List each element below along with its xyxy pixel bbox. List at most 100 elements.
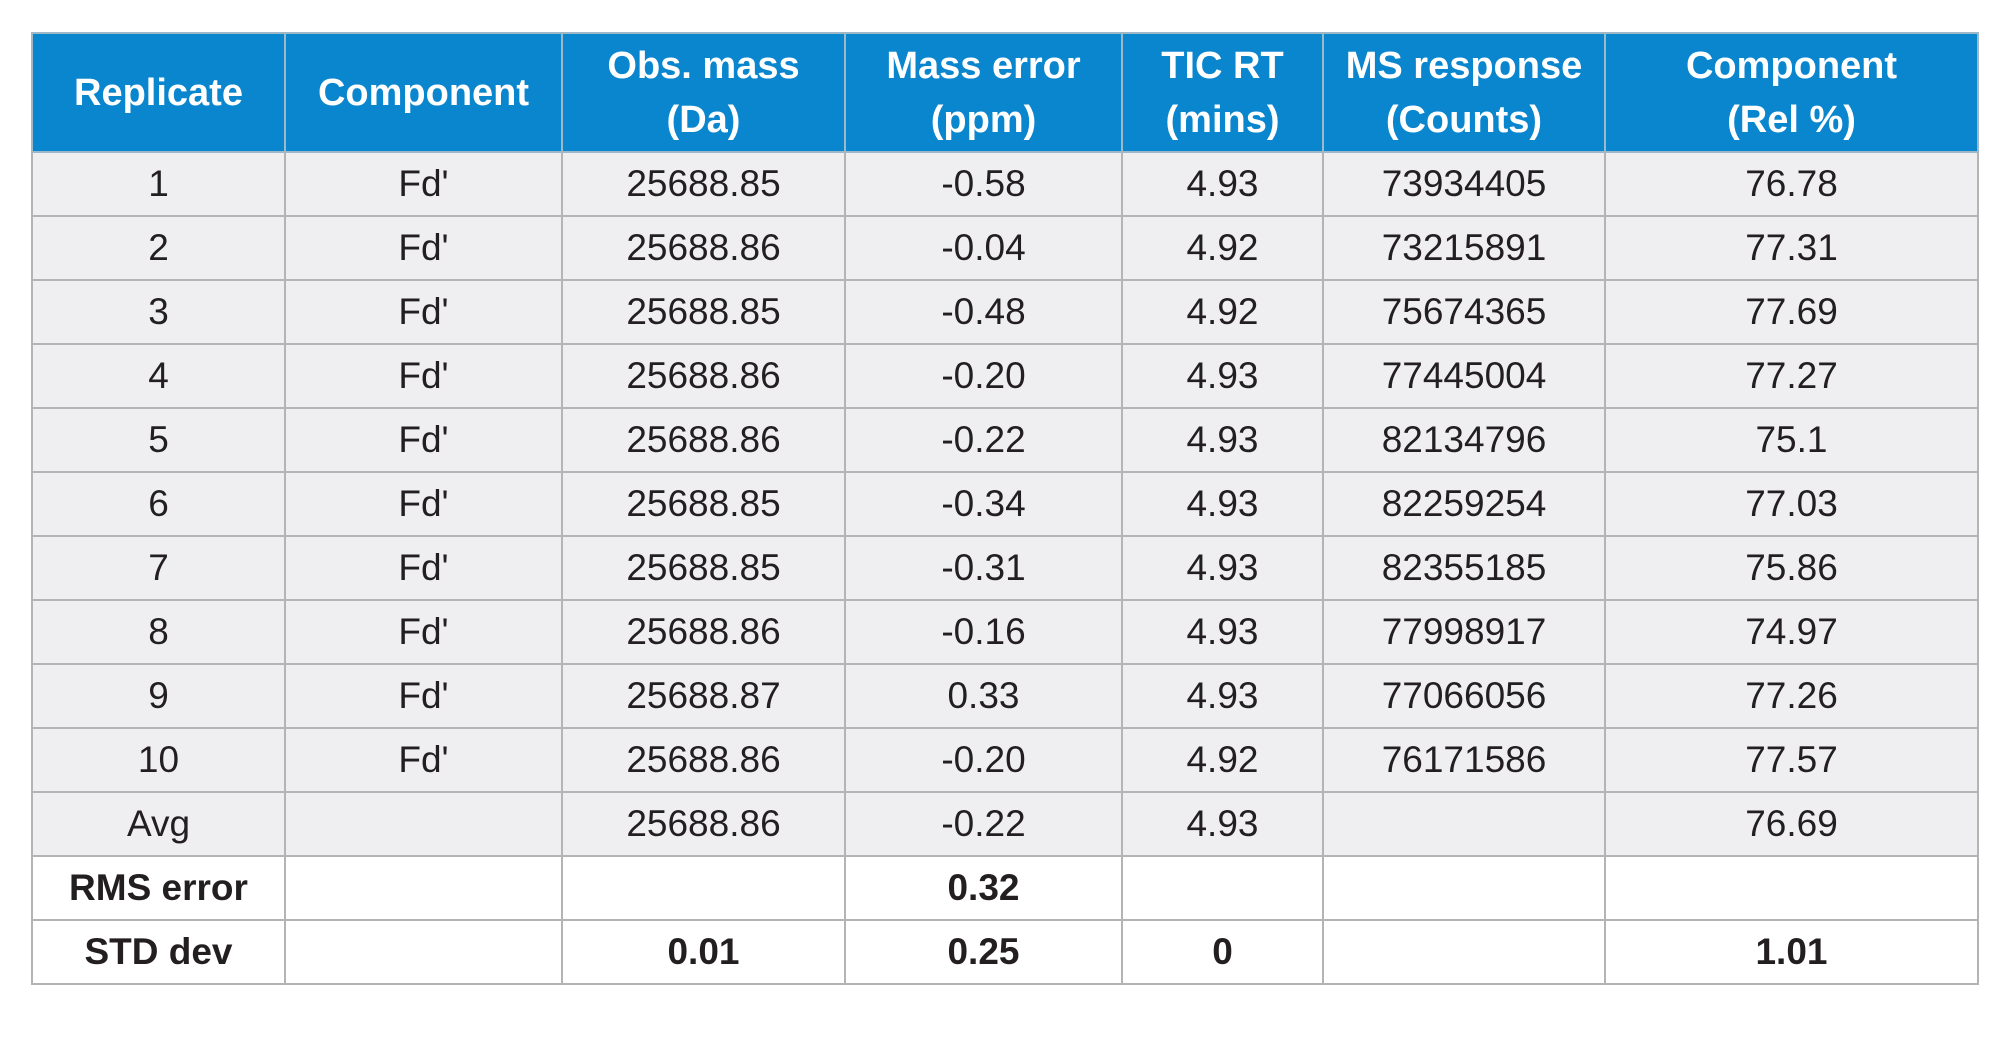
table-cell: 76.69	[1604, 791, 1979, 857]
table-cell: 0.25	[844, 919, 1123, 985]
column-header-line: Obs. mass	[607, 44, 800, 87]
table-cell: 25688.86	[561, 215, 846, 281]
table-cell: 77066056	[1322, 663, 1606, 729]
table-row: RMS error 0.32	[31, 855, 1979, 921]
column-header-1: Component	[284, 32, 563, 153]
table-cell: 75.86	[1604, 535, 1979, 601]
table-cell	[1322, 919, 1606, 985]
table-cell: 74.97	[1604, 599, 1979, 665]
column-header-3: Mass error (ppm)	[844, 32, 1123, 153]
table-cell: 1	[31, 151, 286, 217]
table-cell: 0	[1121, 919, 1324, 985]
table-cell: -0.48	[844, 279, 1123, 345]
table-cell: 4.93	[1121, 151, 1324, 217]
table-cell: -0.34	[844, 471, 1123, 537]
table-cell: 25688.87	[561, 663, 846, 729]
table-cell: 4.93	[1121, 535, 1324, 601]
table-cell: -0.22	[844, 791, 1123, 857]
table-cell: 4.93	[1121, 407, 1324, 473]
table-cell: 77.31	[1604, 215, 1979, 281]
table-row: Avg 25688.86 -0.22 4.93 76.69	[31, 791, 1979, 857]
table-cell: 3	[31, 279, 286, 345]
table-cell: 10	[31, 727, 286, 793]
table-cell: Fd'	[284, 471, 563, 537]
table-cell: 4.92	[1121, 279, 1324, 345]
table-cell: 4.93	[1121, 471, 1324, 537]
table-cell	[1322, 791, 1606, 857]
table-cell: 1.01	[1604, 919, 1979, 985]
table-cell: 25688.86	[561, 791, 846, 857]
table-cell: Fd'	[284, 535, 563, 601]
table-cell: 4.92	[1121, 215, 1324, 281]
table-cell: 0.33	[844, 663, 1123, 729]
table-cell: 25688.86	[561, 343, 846, 409]
table-cell: 25688.86	[561, 599, 846, 665]
table-cell: 25688.85	[561, 535, 846, 601]
table-cell: 82134796	[1322, 407, 1606, 473]
table-cell: 76171586	[1322, 727, 1606, 793]
table-row: 9 Fd' 25688.87 0.33 4.93 77066056 77.26	[31, 663, 1979, 729]
table-row: 8 Fd' 25688.86 -0.16 4.93 77998917 74.97	[31, 599, 1979, 665]
table-cell: 25688.86	[561, 727, 846, 793]
table-cell	[284, 919, 563, 985]
table-cell: 4.93	[1121, 343, 1324, 409]
replicate-results-table: Replicate Component Obs. mass (Da) Mass erro…	[31, 32, 1979, 985]
table-cell: -0.31	[844, 535, 1123, 601]
table-cell: 25688.85	[561, 151, 846, 217]
table-row: 5 Fd' 25688.86 -0.22 4.93 82134796 75.1	[31, 407, 1979, 473]
table-cell: STD dev	[31, 919, 286, 985]
table-body: 1 Fd' 25688.85 -0.58 4.93 73934405 76.78 2 Fd' 25…	[31, 151, 1979, 985]
table-cell: 4.93	[1121, 791, 1324, 857]
table-cell	[1121, 855, 1324, 921]
table-row: STD dev 0.01 0.25 0 1.01	[31, 919, 1979, 985]
table-cell: 77.69	[1604, 279, 1979, 345]
column-header-line: (mins)	[1165, 98, 1280, 141]
column-header-line: (Counts)	[1385, 98, 1543, 141]
table-cell: -0.20	[844, 343, 1123, 409]
column-header-0: Replicate	[31, 32, 286, 153]
column-header-5: MS response (Counts)	[1322, 32, 1606, 153]
table-cell	[1604, 855, 1979, 921]
table-row: 1 Fd' 25688.85 -0.58 4.93 73934405 76.78	[31, 151, 1979, 217]
table-cell: 25688.85	[561, 471, 846, 537]
table-cell: -0.04	[844, 215, 1123, 281]
table-cell: RMS error	[31, 855, 286, 921]
table-cell	[561, 855, 846, 921]
table-cell: 75.1	[1604, 407, 1979, 473]
table-cell	[284, 855, 563, 921]
table-cell: 77.03	[1604, 471, 1979, 537]
header-row: Replicate Component Obs. mass (Da) Mass erro…	[31, 32, 1979, 153]
table-row: 10 Fd' 25688.86 -0.20 4.92 76171586 77.57	[31, 727, 1979, 793]
table-cell: Fd'	[284, 343, 563, 409]
table-cell: 7	[31, 535, 286, 601]
table-cell: 4.92	[1121, 727, 1324, 793]
table-cell: 4	[31, 343, 286, 409]
column-header-line: MS response	[1345, 44, 1583, 87]
table-cell	[1322, 855, 1606, 921]
table-cell: 4.93	[1121, 663, 1324, 729]
table-cell: 8	[31, 599, 286, 665]
table-cell: 2	[31, 215, 286, 281]
table-cell: 73934405	[1322, 151, 1606, 217]
table-row: 4 Fd' 25688.86 -0.20 4.93 77445004 77.27	[31, 343, 1979, 409]
table-cell: 0.01	[561, 919, 846, 985]
table-cell: 77.57	[1604, 727, 1979, 793]
table-cell: 77.27	[1604, 343, 1979, 409]
table-cell: Fd'	[284, 727, 563, 793]
table-cell: -0.58	[844, 151, 1123, 217]
table-cell: Fd'	[284, 407, 563, 473]
table-cell: 25688.86	[561, 407, 846, 473]
table-cell: 77.26	[1604, 663, 1979, 729]
column-header-line: (Rel %)	[1727, 98, 1856, 141]
table-cell: Fd'	[284, 215, 563, 281]
column-header-line: Replicate	[74, 71, 243, 114]
table-cell: Avg	[31, 791, 286, 857]
table-cell	[284, 791, 563, 857]
table-cell: 76.78	[1604, 151, 1979, 217]
column-header-4: TIC RT (mins)	[1121, 32, 1324, 153]
table-cell: -0.16	[844, 599, 1123, 665]
table-cell: Fd'	[284, 599, 563, 665]
table-row: 3 Fd' 25688.85 -0.48 4.92 75674365 77.69	[31, 279, 1979, 345]
table-row: 2 Fd' 25688.86 -0.04 4.92 73215891 77.31	[31, 215, 1979, 281]
table-cell: 75674365	[1322, 279, 1606, 345]
